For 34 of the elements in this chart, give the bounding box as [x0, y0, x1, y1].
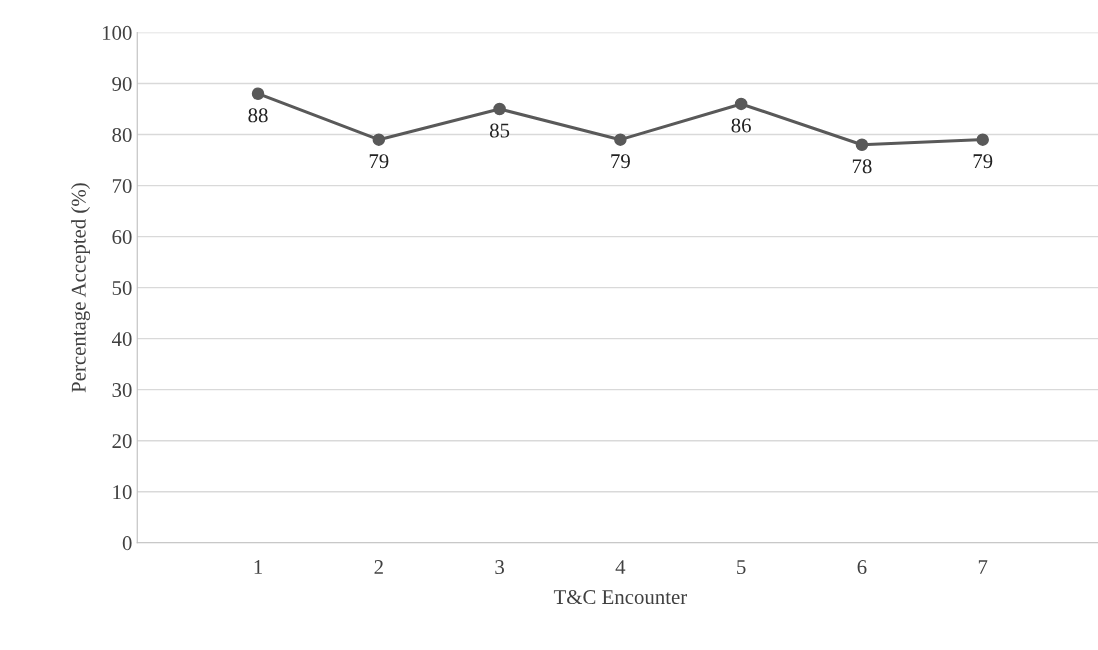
point	[251, 87, 265, 100]
data-label: 86	[731, 118, 751, 133]
data-label: 79	[973, 154, 993, 169]
y-tick-label: 100	[102, 25, 132, 40]
point	[855, 138, 869, 152]
y-tick-label: 60	[112, 229, 132, 245]
x-tick-label: 6	[857, 560, 867, 575]
y-tick-label: 50	[112, 281, 132, 296]
data-label: 78	[852, 159, 872, 174]
x-tick-label: 4	[615, 560, 626, 574]
point	[976, 133, 989, 146]
y-tick-label: 90	[112, 76, 132, 91]
data-label: 79	[369, 154, 389, 169]
y-tick-label: 10	[113, 485, 132, 500]
y-tick-label: 40	[111, 332, 132, 347]
point	[734, 97, 748, 111]
y-axis-title: Percentage Accepted (%)	[71, 183, 91, 393]
data-label: 85	[489, 123, 510, 138]
y-tick-label: 80	[112, 127, 132, 142]
x-tick-label: 7	[978, 560, 988, 574]
data-label: 79	[611, 154, 630, 169]
point	[372, 133, 386, 146]
x-tick-label: 5	[737, 560, 746, 575]
point	[493, 102, 506, 116]
y-tick-label: 0	[122, 536, 132, 551]
x-tick-label: 1	[254, 560, 262, 574]
point	[614, 133, 627, 146]
y-tick-label: 30	[112, 383, 132, 398]
x-tick-label: 2	[374, 560, 383, 574]
y-tick-label: 20	[112, 434, 132, 449]
x-axis-title: T&C Encounter	[553, 590, 688, 605]
data-label: 88	[248, 108, 268, 123]
y-tick-label: 70	[112, 178, 132, 194]
x-tick-label: 3	[495, 560, 504, 575]
